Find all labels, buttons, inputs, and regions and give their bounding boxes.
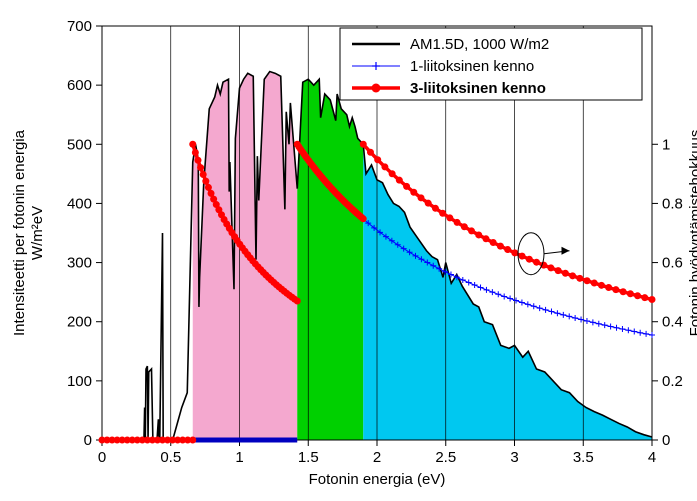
triple-junction-marker bbox=[497, 243, 504, 250]
x-tick-label: 1 bbox=[235, 449, 243, 466]
triple-junction-marker bbox=[418, 194, 425, 201]
triple-junction-marker bbox=[641, 294, 648, 301]
triple-junction-marker bbox=[468, 227, 475, 234]
x-tick-label: 0.5 bbox=[160, 449, 181, 466]
x-tick-label: 3 bbox=[510, 449, 518, 466]
x-tick-label: 2.5 bbox=[435, 449, 456, 466]
triple-junction-marker bbox=[569, 272, 576, 279]
triple-junction-marker bbox=[360, 215, 367, 222]
y-left-tick-label: 200 bbox=[67, 314, 92, 331]
triple-junction-marker bbox=[555, 267, 562, 274]
triple-junction-marker bbox=[490, 239, 497, 246]
y-right-tick-label: 1 bbox=[662, 136, 670, 153]
x-tick-label: 0 bbox=[98, 449, 106, 466]
triple-junction-marker bbox=[605, 284, 612, 291]
triple-junction-marker bbox=[403, 183, 410, 190]
triple-junction-marker bbox=[584, 277, 591, 284]
y-right-axis-label: Fotonin hyödyntämistehokkuus bbox=[687, 130, 697, 337]
y-left-tick-label: 100 bbox=[67, 373, 92, 390]
triple-junction-marker bbox=[381, 163, 388, 170]
y-right-tick-label: 0.2 bbox=[662, 373, 683, 390]
triple-junction-marker bbox=[454, 219, 461, 226]
legend-label: 3-liitoksinen kenno bbox=[410, 80, 546, 97]
triple-junction-marker bbox=[432, 205, 439, 212]
triple-junction-marker bbox=[205, 184, 212, 191]
triple-junction-marker bbox=[475, 231, 482, 238]
triple-junction-marker bbox=[439, 210, 446, 217]
y-left-tick-label: 300 bbox=[67, 255, 92, 272]
triple-junction-marker bbox=[425, 200, 432, 207]
region-green bbox=[297, 79, 363, 440]
y-left-tick-label: 600 bbox=[67, 77, 92, 94]
triple-junction-marker bbox=[519, 253, 526, 260]
triple-junction-marker bbox=[374, 156, 381, 163]
triple-junction-marker bbox=[612, 286, 619, 293]
triple-junction-marker bbox=[410, 189, 417, 196]
x-axis-label: Fotonin energia (eV) bbox=[309, 471, 446, 488]
triple-junction-marker bbox=[389, 170, 396, 177]
triple-junction-marker bbox=[367, 149, 374, 156]
triple-junction-marker bbox=[526, 256, 533, 263]
y-right-tick-label: 0 bbox=[662, 432, 670, 449]
solar-spectrum-chart: 00.511.522.533.54Fotonin energia (eV)010… bbox=[0, 0, 697, 501]
legend-label: AM1.5D, 1000 W/m2 bbox=[410, 36, 549, 53]
x-tick-label: 3.5 bbox=[573, 449, 594, 466]
triple-junction-marker bbox=[627, 290, 634, 297]
y-left-axis-label: Intensiteetti per fotonin energia bbox=[11, 129, 28, 336]
triple-junction-marker bbox=[192, 149, 199, 156]
triple-junction-marker bbox=[360, 141, 367, 148]
y-left-tick-label: 700 bbox=[67, 18, 92, 35]
y-left-tick-label: 500 bbox=[67, 136, 92, 153]
triple-junction-marker bbox=[197, 164, 204, 171]
triple-junction-marker bbox=[562, 270, 569, 277]
y-right-tick-label: 0.8 bbox=[662, 195, 683, 212]
triple-junction-marker bbox=[649, 296, 656, 303]
triple-junction-marker bbox=[194, 157, 201, 164]
x-tick-label: 4 bbox=[648, 449, 656, 466]
x-tick-label: 1.5 bbox=[298, 449, 319, 466]
triple-junction-marker bbox=[396, 177, 403, 184]
triple-junction-marker bbox=[576, 275, 583, 282]
y-left-tick-label: 0 bbox=[84, 432, 92, 449]
triple-junction-marker bbox=[591, 280, 598, 287]
triple-junction-marker bbox=[598, 282, 605, 289]
triple-junction-marker bbox=[547, 264, 554, 271]
triple-junction-marker bbox=[189, 141, 196, 148]
triple-junction-marker bbox=[634, 292, 641, 299]
triple-junction-marker bbox=[620, 288, 627, 295]
legend-label: 1-liitoksinen kenno bbox=[410, 58, 534, 75]
triple-junction-marker bbox=[504, 246, 511, 253]
triple-junction-marker bbox=[482, 235, 489, 242]
y-left-tick-label: 400 bbox=[67, 195, 92, 212]
triple-junction-marker bbox=[446, 214, 453, 221]
triple-junction-marker bbox=[294, 298, 301, 305]
y-left-axis-label-2: W/m²eV bbox=[29, 206, 46, 260]
triple-junction-marker bbox=[461, 223, 468, 230]
triple-junction-marker bbox=[533, 259, 540, 266]
triple-junction-marker bbox=[202, 178, 209, 185]
triple-junction-marker bbox=[511, 249, 518, 256]
x-tick-label: 2 bbox=[373, 449, 381, 466]
triple-junction-marker bbox=[200, 171, 207, 178]
y-right-tick-label: 0.6 bbox=[662, 255, 683, 272]
y-right-tick-label: 0.4 bbox=[662, 314, 683, 331]
